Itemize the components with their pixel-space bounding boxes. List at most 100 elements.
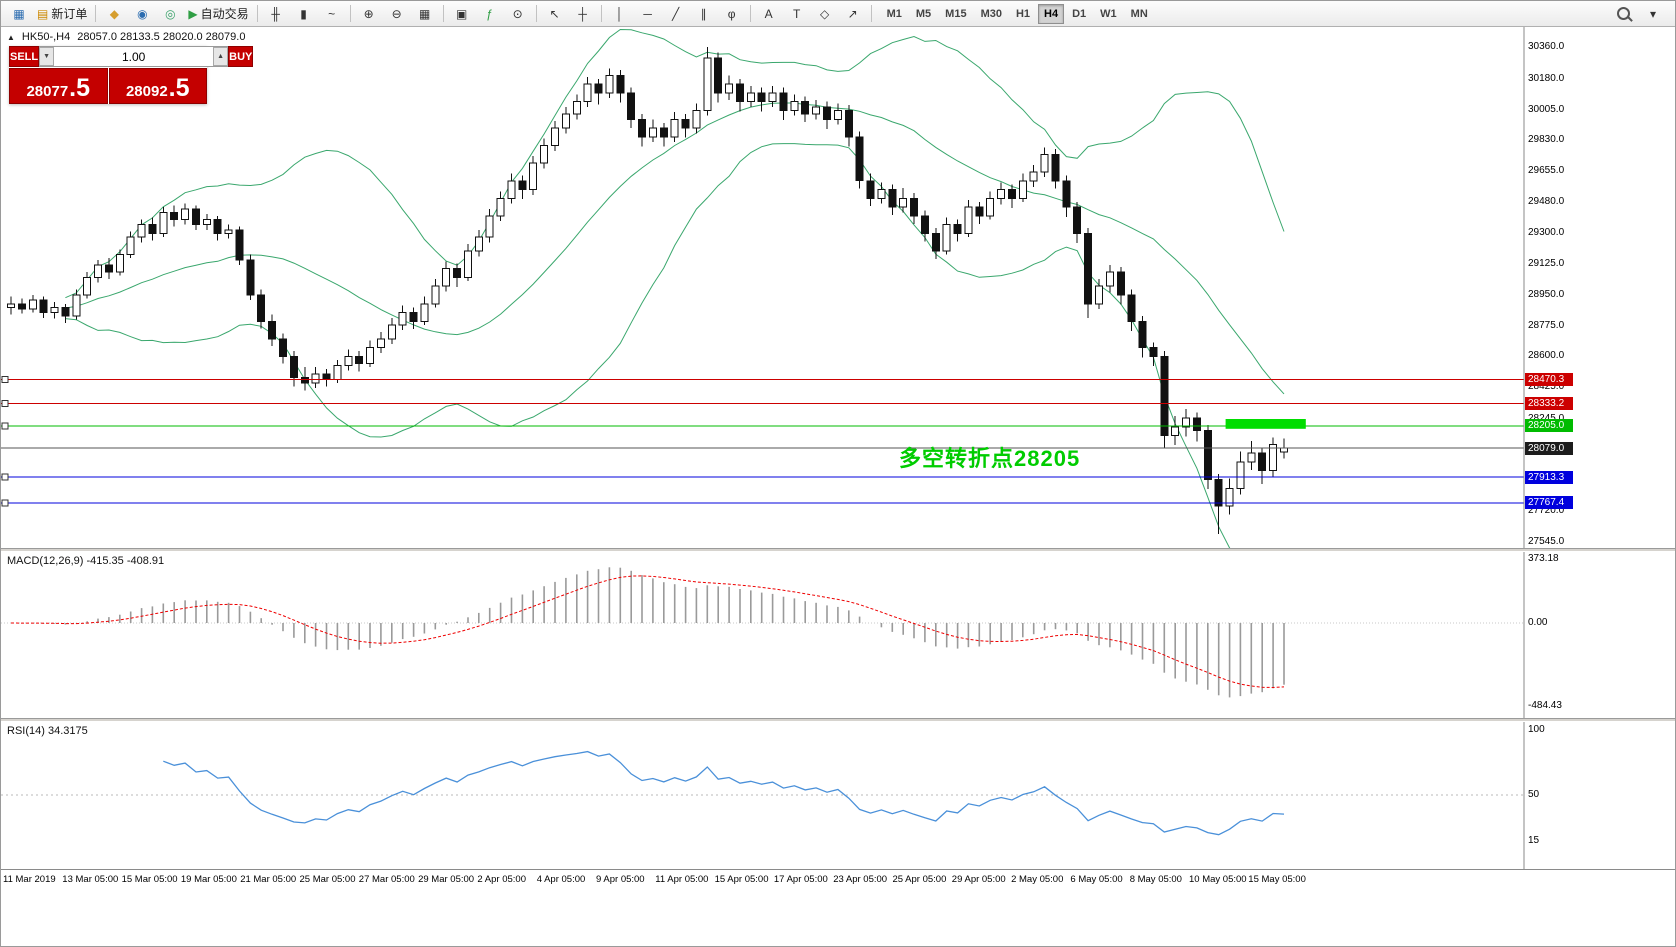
macd-panel-splitter[interactable] <box>1 548 1675 552</box>
text-icon[interactable]: A <box>755 3 783 25</box>
indicators-icon[interactable]: ƒ <box>476 3 504 25</box>
symbol-marker-icon: ▲ <box>7 32 15 42</box>
time-axis-label: 29 Mar 05:00 <box>418 874 475 885</box>
vertical-line-icon[interactable]: │ <box>606 3 634 25</box>
macd-name: MACD(12,26,9) <box>7 555 84 567</box>
main-chart-panel[interactable]: 30360.0 30180.0 30005.0 29830.0 29655.0 29480… <box>1 27 1676 548</box>
ohlc-readout: 28057.0 28133.5 28020.0 28079.0 <box>77 31 246 43</box>
rsi-panel-splitter[interactable] <box>1 718 1675 722</box>
macd-panel[interactable]: 373.18 0.00 -484.43 MACD(12,26,9) -415.35 … <box>1 552 1675 718</box>
rsi-value: 34.3175 <box>47 725 88 737</box>
timeframe-w1-button[interactable]: W1 <box>1100 7 1117 20</box>
sell-price-button[interactable]: 28077 .5 <box>9 68 108 104</box>
toolbar-right-group: ▾ <box>1609 3 1671 25</box>
horizontal-line-icon-glyph: ─ <box>643 6 652 21</box>
timeframe-h4-button[interactable]: H4 <box>1038 3 1065 24</box>
channel-icon-glyph: ∥ <box>700 6 707 21</box>
time-axis-label: 19 Mar 05:00 <box>180 874 237 885</box>
toolbar-separator <box>535 5 537 22</box>
macd-values: -415.35 -408.91 <box>86 555 165 567</box>
new-chart-icon-glyph: ▦ <box>13 6 25 21</box>
timeframe-m1-button[interactable]: M1 <box>886 7 902 20</box>
bar-chart-mode-icon-glyph: ╫ <box>271 6 280 21</box>
toolbar-separator <box>256 5 258 22</box>
volume-control: ▼ ▲ <box>39 46 229 67</box>
volume-increase-button[interactable]: ▲ <box>213 47 229 66</box>
rsi-indicator-label: RSI(14) 34.3175 <box>7 725 88 737</box>
line-chart-mode-icon[interactable]: ~ <box>318 3 346 25</box>
zoom-in-icon-glyph: ⊕ <box>363 6 374 21</box>
label-icon-glyph: T <box>792 6 801 21</box>
grid-icon[interactable]: ▦ <box>411 3 439 25</box>
pivot-annotation-text[interactable]: 多空转折点28205 <box>899 446 1081 471</box>
tile-windows-icon-glyph: ▣ <box>455 6 468 21</box>
time-axis-label: 15 May 05:00 <box>1248 874 1306 885</box>
candlestick-chart-canvas[interactable] <box>1 27 1676 548</box>
timeframe-m30-button[interactable]: M30 <box>980 7 1002 20</box>
label-icon[interactable]: T <box>783 3 811 25</box>
indicators-icon-glyph: ƒ <box>486 6 493 21</box>
timeframe-h1-button[interactable]: H1 <box>1015 7 1031 20</box>
crosshair-icon[interactable]: ┼ <box>569 3 597 25</box>
timeframe-mn-button[interactable]: MN <box>1130 7 1148 20</box>
zoom-out-icon[interactable]: ⊖ <box>383 3 411 25</box>
grid-icon-glyph: ▦ <box>418 6 431 21</box>
rsi-chart-canvas <box>1 722 1525 869</box>
search-dropdown-button[interactable]: ▾ <box>1639 3 1667 25</box>
volume-decrease-button[interactable]: ▼ <box>39 47 55 66</box>
main-toolbar: ▦ ▤ 新订单 ◆ ◉ ◎ ▶ 自动交易 ╫ ▮ ~ ⊕ ⊖ ▦ ▣ ƒ ⊙ ↖ ┼ │ ─ ╱ ∥ φ A T ◇ ↗ M1 M5 M15… <box>1 1 1675 27</box>
rsi-panel[interactable]: 100 50 15 RSI(14) 34.3175 <box>1 722 1675 869</box>
sell-button[interactable]: SELL <box>9 46 40 67</box>
buy-price-button[interactable]: 28092 .5 <box>108 68 207 104</box>
channel-icon[interactable]: ∥ <box>690 3 718 25</box>
buy-price-main: 28092 <box>125 83 168 100</box>
toolbar-separator <box>349 5 351 22</box>
period-clock-icon-glyph: ⊙ <box>512 6 523 21</box>
fibonacci-icon[interactable]: φ <box>718 3 746 25</box>
trendline-icon-glyph: ╱ <box>671 6 680 21</box>
sell-price-pips: .5 <box>69 74 91 102</box>
line-chart-mode-icon-glyph: ~ <box>328 6 336 21</box>
time-axis-label: 10 May 05:00 <box>1189 874 1247 885</box>
shapes-icon[interactable]: ◇ <box>811 3 839 25</box>
arrows-icon[interactable]: ↗ <box>839 3 867 25</box>
trendline-icon[interactable]: ╱ <box>662 3 690 25</box>
timeframe-m5-button[interactable]: M5 <box>915 7 932 20</box>
time-axis[interactable]: 11 Mar 2019 13 Mar 05:00 15 Mar 05:00 19 Ma… <box>1 869 1675 892</box>
bar-chart-mode-icon[interactable]: ╫ <box>262 3 290 25</box>
buy-price-pips: .5 <box>168 74 190 102</box>
new-chart-icon[interactable]: ▦ <box>5 3 33 25</box>
timeframe-m15-button[interactable]: M15 <box>945 7 967 20</box>
time-axis-label: 11 Mar 2019 <box>3 874 56 885</box>
cursor-icon[interactable]: ↖ <box>541 3 569 25</box>
time-axis-label: 8 May 05:00 <box>1129 874 1182 885</box>
market-watch-icon[interactable]: ◉ <box>128 3 156 25</box>
time-axis-label: 11 Apr 05:00 <box>655 874 709 885</box>
layouts-icon-glyph: ◆ <box>109 6 119 21</box>
volume-input[interactable] <box>54 47 214 66</box>
time-axis-label: 9 Apr 05:00 <box>596 874 645 885</box>
data-window-icon[interactable]: ◎ <box>156 3 184 25</box>
period-clock-icon[interactable]: ⊙ <box>504 3 532 25</box>
toolbar-separator <box>95 5 97 22</box>
tile-windows-icon[interactable]: ▣ <box>448 3 476 25</box>
new-order-button[interactable]: ▤ 新订单 <box>33 3 91 25</box>
text-icon-glyph: A <box>764 6 773 21</box>
search-button[interactable] <box>1609 3 1637 25</box>
candlestick-mode-icon[interactable]: ▮ <box>290 3 318 25</box>
buy-button[interactable]: BUY <box>228 46 254 67</box>
zoom-in-icon[interactable]: ⊕ <box>355 3 383 25</box>
layouts-icon[interactable]: ◆ <box>100 3 128 25</box>
timeframe-d1-button[interactable]: D1 <box>1072 7 1087 20</box>
zoom-out-icon-glyph: ⊖ <box>391 6 402 21</box>
macd-chart-canvas <box>1 552 1525 718</box>
toolbar-separator <box>442 5 444 22</box>
toolbar-separator <box>749 5 751 22</box>
time-axis-label: 21 Mar 05:00 <box>240 874 297 885</box>
time-axis-label: 13 Mar 05:00 <box>62 874 119 885</box>
autotrade-button[interactable]: ▶ 自动交易 <box>184 3 252 25</box>
horizontal-line-icon[interactable]: ─ <box>634 3 662 25</box>
magnifier-icon <box>1616 7 1630 20</box>
time-axis-label: 2 Apr 05:00 <box>477 874 526 885</box>
